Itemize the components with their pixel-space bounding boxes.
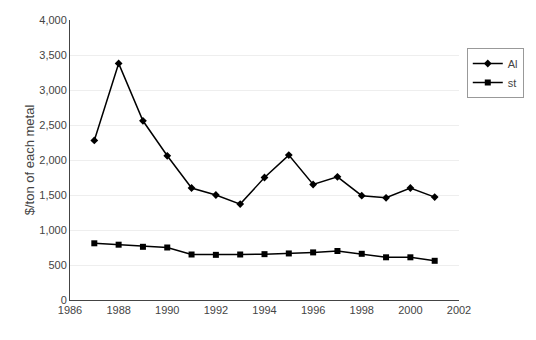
svg-text:1990: 1990	[155, 304, 179, 316]
svg-text:0: 0	[61, 294, 67, 306]
svg-text:$/ton of each metal: $/ton of each metal	[22, 105, 37, 216]
svg-text:2002: 2002	[447, 304, 471, 316]
svg-text:2,000: 2,000	[39, 154, 67, 166]
svg-text:3,000: 3,000	[39, 84, 67, 96]
svg-text:1996: 1996	[301, 304, 325, 316]
svg-text:500: 500	[48, 259, 66, 271]
svg-text:1988: 1988	[106, 304, 130, 316]
svg-text:2000: 2000	[398, 304, 422, 316]
svg-text:Al: Al	[508, 58, 518, 70]
svg-text:1,500: 1,500	[39, 189, 67, 201]
svg-text:2,500: 2,500	[39, 119, 67, 131]
svg-text:1992: 1992	[204, 304, 228, 316]
svg-text:3,500: 3,500	[39, 49, 67, 61]
svg-text:4,000: 4,000	[39, 14, 67, 26]
svg-text:1,000: 1,000	[39, 224, 67, 236]
svg-text:st: st	[508, 77, 517, 89]
svg-text:1998: 1998	[350, 304, 374, 316]
svg-text:1986: 1986	[58, 304, 82, 316]
svg-text:1994: 1994	[252, 304, 276, 316]
